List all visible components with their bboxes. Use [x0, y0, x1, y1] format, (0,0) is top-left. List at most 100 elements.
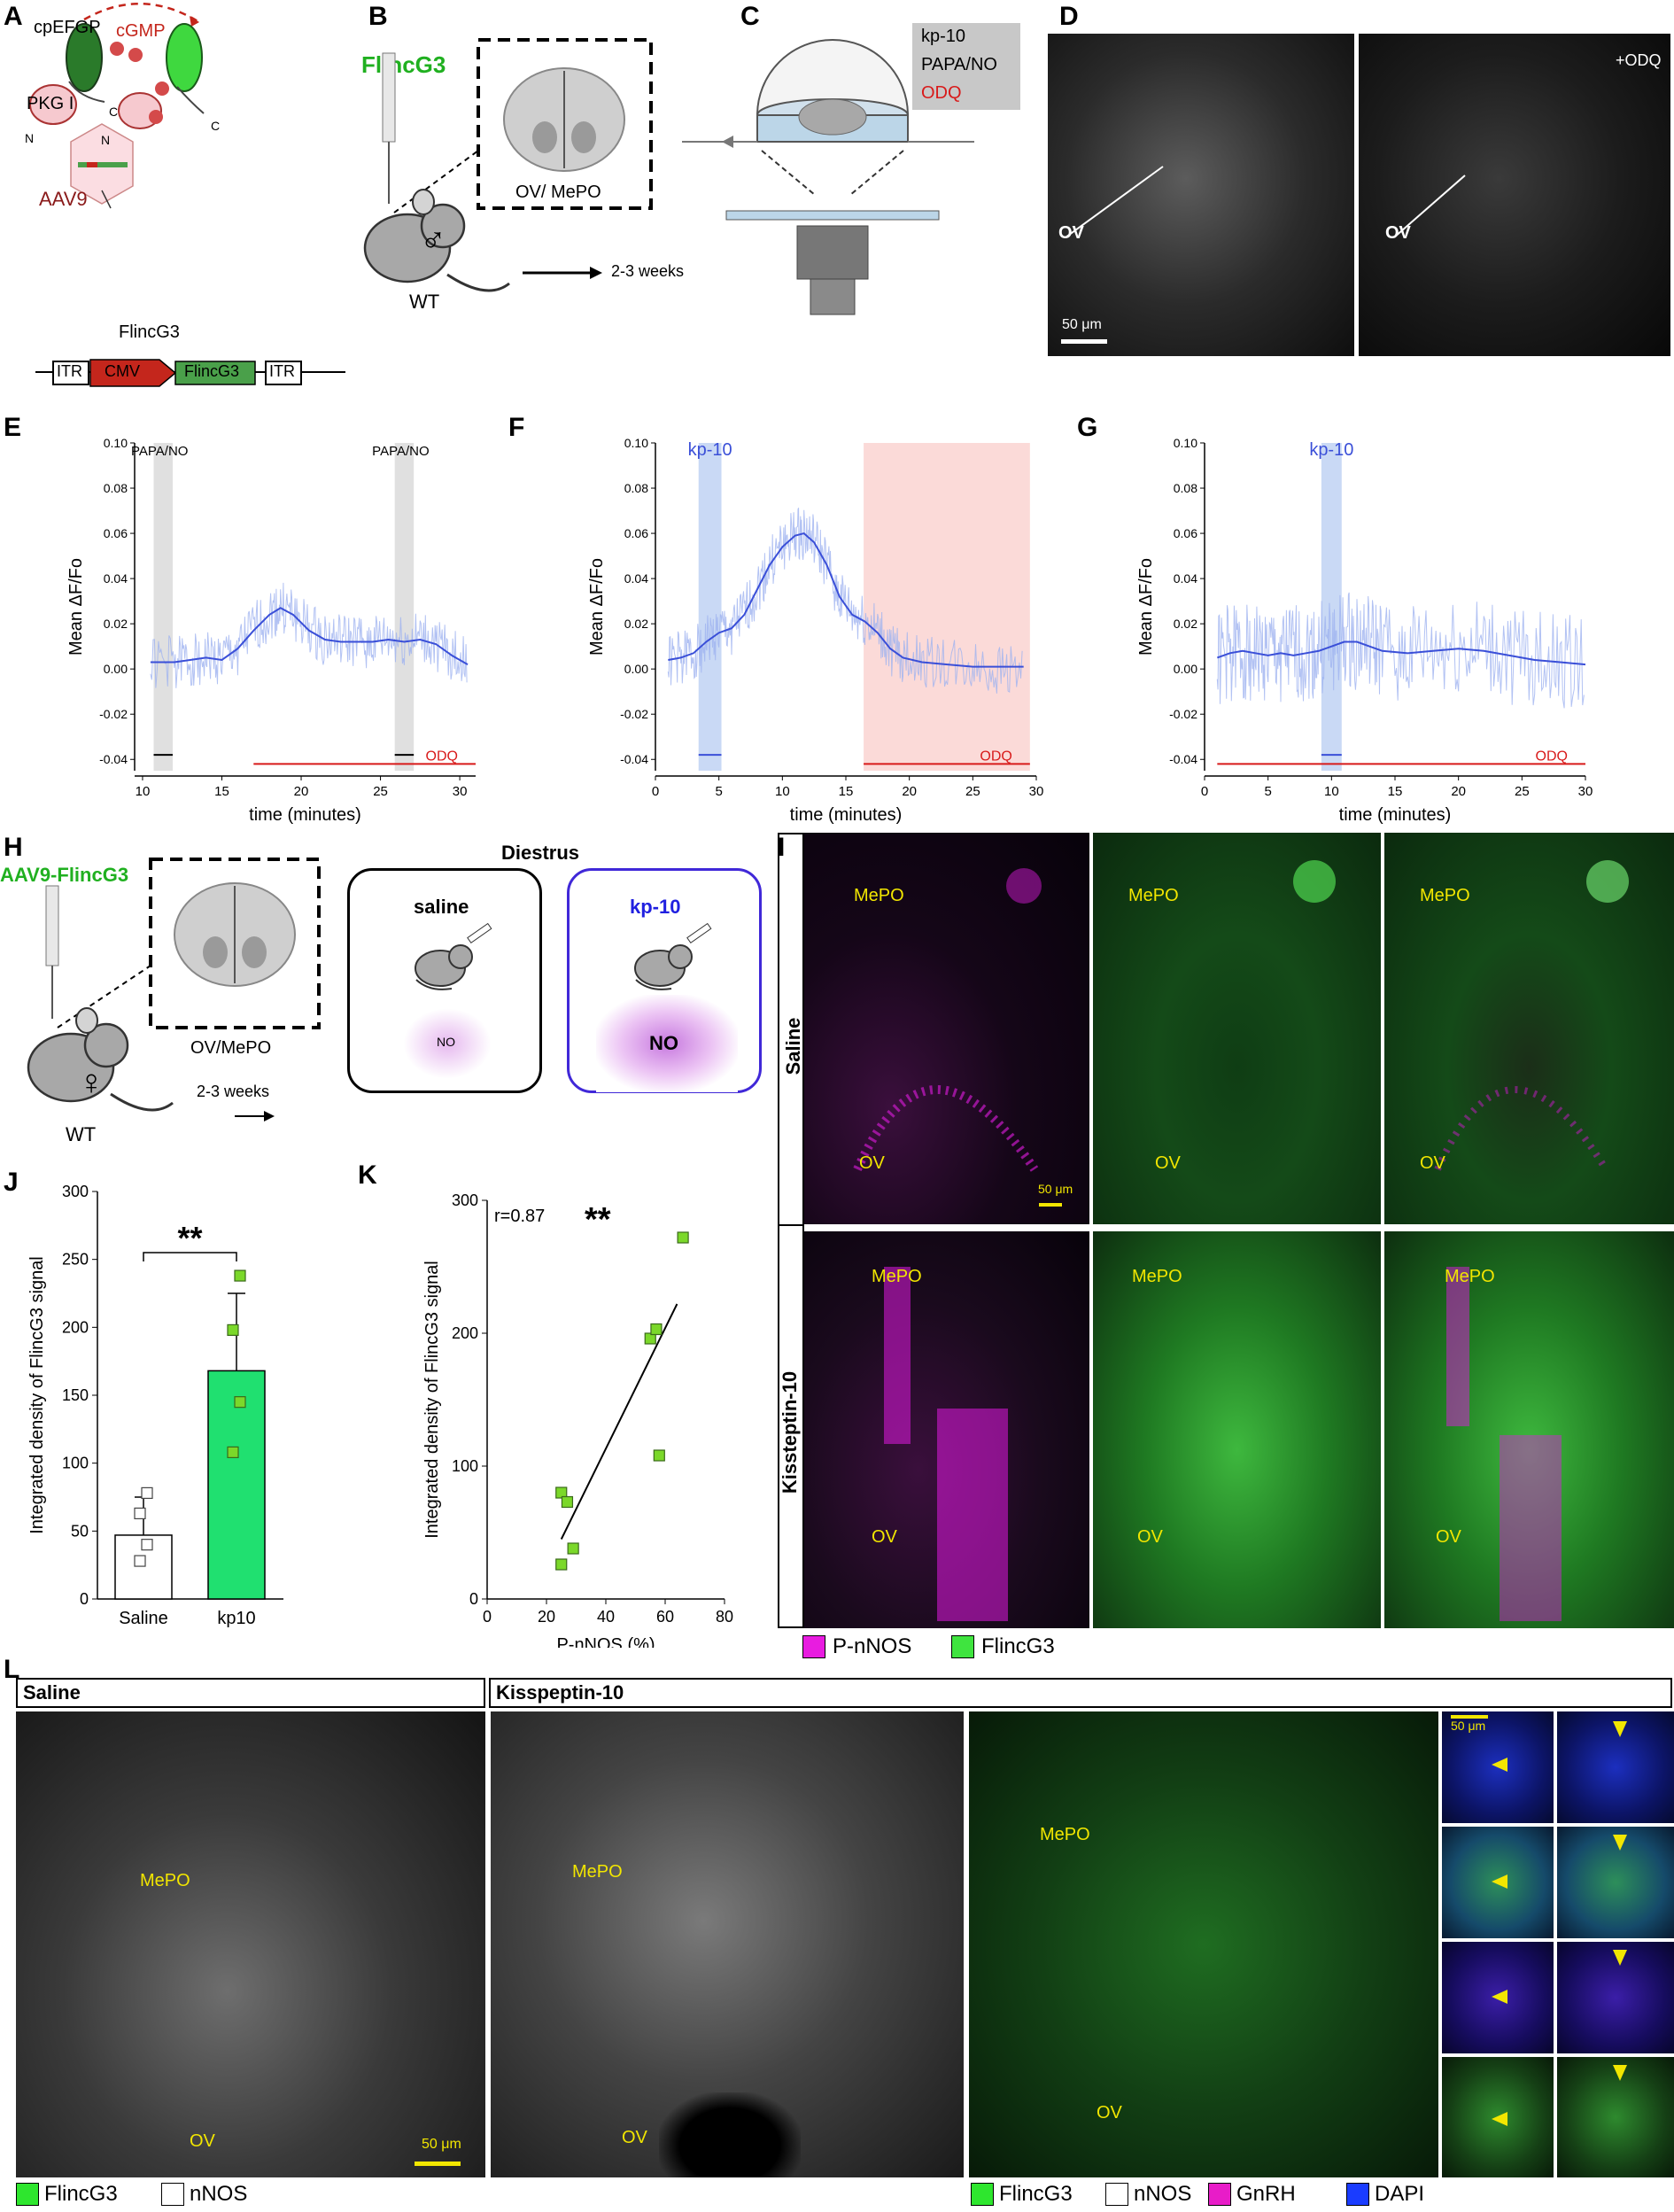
legend-swatch-nnos-l — [161, 2183, 184, 2206]
legend-flinc-i: FlincG3 — [981, 1634, 1055, 1658]
y-tick-label: -0.02 — [620, 707, 648, 721]
y-axis-label: Mean ΔF/Fo — [66, 558, 86, 656]
y-tick-label: 0.08 — [624, 481, 648, 495]
data-point — [677, 1231, 689, 1244]
mepo-i6: MePO — [1445, 1267, 1495, 1286]
inset-dapi-gnrh-b — [1557, 1942, 1674, 2053]
x-tick-label: Saline — [119, 1609, 168, 1628]
x-axis-label: P-nNOS (%) — [556, 1635, 655, 1648]
mepo-l2: MePO — [572, 1862, 623, 1882]
itr-right: ITR — [269, 362, 295, 380]
data-point — [234, 1269, 246, 1282]
x-tick-label: kp10 — [217, 1609, 255, 1628]
panel-a-diagram — [29, 2, 205, 209]
itr-left: ITR — [57, 362, 82, 380]
y-tick-label: 0 — [469, 1590, 478, 1608]
x-tick-label: 40 — [597, 1608, 615, 1626]
data-point — [567, 1542, 579, 1555]
y-axis-label: Integrated density of FlincG3 signal — [27, 1256, 47, 1534]
data-point — [561, 1495, 574, 1509]
ov-l3: OV — [1097, 2103, 1122, 2123]
y-tick-label: 0.02 — [1174, 617, 1197, 631]
stim-label: PAPA/NO — [131, 444, 188, 459]
legend-swatch-flinc-l — [16, 2183, 39, 2206]
panel-label-f: F — [508, 413, 525, 442]
inset-dapi-b — [1557, 1711, 1674, 1823]
aav9-flincg3-h: AAV9-FlincG3 — [0, 864, 129, 886]
ov-l2: OV — [622, 2128, 647, 2147]
y-tick-label: 0.04 — [104, 571, 128, 586]
data-point — [134, 1555, 146, 1567]
ov-l1: OV — [190, 2131, 215, 2151]
ov-i1: OV — [859, 1153, 885, 1173]
mean-trace — [150, 607, 469, 665]
mepo-i1: MePO — [854, 886, 904, 905]
panel-b-diagram — [363, 38, 653, 292]
x-tick-label: 80 — [716, 1608, 733, 1626]
ov-i4: OV — [872, 1527, 897, 1547]
x-tick-label: 60 — [656, 1608, 674, 1626]
y-tick-label: 50 — [71, 1522, 89, 1540]
x-tick-label: 10 — [136, 784, 151, 799]
stim-label: kp-10 — [688, 440, 732, 460]
y-tick-label: 300 — [452, 1191, 478, 1209]
x-axis-label: time (minutes) — [249, 805, 361, 824]
x-tick-label: 10 — [775, 784, 790, 799]
panel-label-b: B — [368, 2, 388, 31]
mepo-l1: MePO — [140, 1871, 190, 1890]
micrograph-l-saline: MePO OV 50 μm — [16, 1711, 485, 2177]
stim-label: PAPA/NO — [372, 444, 429, 459]
mean-trace — [668, 532, 1024, 668]
row-kisspeptin: Kissteptin-10 — [779, 1370, 801, 1494]
x-tick-label: 15 — [1388, 784, 1403, 799]
inset-flinc-b — [1557, 2057, 1674, 2177]
legend-gnrh: GnRH — [1236, 2182, 1296, 2206]
ov-i3: OV — [1420, 1153, 1445, 1173]
y-tick-label: -0.02 — [99, 707, 128, 721]
y-tick-label: 0.08 — [104, 481, 128, 495]
y-tick-label: 250 — [62, 1251, 89, 1269]
raw-trace — [1216, 592, 1585, 709]
x-tick-label: 15 — [839, 784, 854, 799]
n-terminus-right: N — [101, 133, 111, 147]
legend-swatch-flinc-r — [971, 2183, 994, 2206]
chart-k: 0 100 200 300 0 20 40 60 80 P-nNOS (%) Integrated … — [422, 1191, 733, 1648]
y-tick-label: 0.00 — [624, 662, 648, 676]
sex-symbol-b: ♂ — [420, 220, 446, 259]
panel-label-g: G — [1077, 413, 1098, 442]
raw-trace — [150, 582, 468, 688]
data-point — [134, 1507, 146, 1519]
legend-nnos-l: nNOS — [190, 2182, 248, 2206]
legend-dapi: DAPI — [1375, 2182, 1425, 2206]
kp10-box: kp-10 NO — [567, 868, 762, 1093]
panel-label-h: H — [4, 833, 23, 862]
legend-kp10: kp-10 — [921, 27, 966, 46]
x-tick-label: 30 — [1029, 784, 1044, 799]
mean-trace — [1216, 640, 1586, 666]
y-tick-label: 200 — [452, 1324, 478, 1342]
y-axis-label: Mean ΔF/Fo — [1136, 558, 1156, 656]
header-saline-l: Saline — [16, 1678, 485, 1708]
panel-i-rowlabels — [778, 833, 804, 1628]
arrow-weeks-b: 2-3 weeks — [611, 262, 685, 280]
row-saline: Saline — [782, 1017, 804, 1075]
y-axis-label: Integrated density of FlincG3 signal — [422, 1261, 442, 1539]
y-tick-label: 0.06 — [104, 526, 128, 540]
y-tick-label: 0.06 — [1174, 526, 1197, 540]
panel-label-j: J — [4, 1168, 19, 1197]
legend-swatch-dapi — [1346, 2183, 1369, 2206]
y-tick-label: 300 — [62, 1183, 89, 1200]
x-tick-label: 25 — [373, 784, 388, 799]
odq-label: ODQ — [1536, 749, 1568, 764]
stim-region — [153, 443, 173, 771]
odq-region — [864, 443, 1030, 771]
ov-mepo-b: OV/ MePO — [515, 182, 601, 202]
cmv-label: CMV — [105, 362, 140, 380]
x-tick-label: 15 — [214, 784, 229, 799]
y-tick-label: 0.00 — [104, 662, 128, 676]
flincg3-virus-label: FlincG3 — [119, 322, 180, 342]
saline-no: NO — [437, 1035, 455, 1049]
data-point — [555, 1486, 568, 1499]
x-tick-label: 30 — [453, 784, 468, 799]
panel-label-l: L — [4, 1655, 20, 1684]
